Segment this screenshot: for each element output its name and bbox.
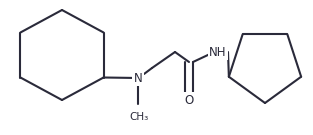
Text: CH₃: CH₃: [129, 112, 149, 122]
Text: NH: NH: [209, 45, 227, 58]
Text: O: O: [184, 94, 194, 107]
Text: N: N: [134, 72, 142, 85]
